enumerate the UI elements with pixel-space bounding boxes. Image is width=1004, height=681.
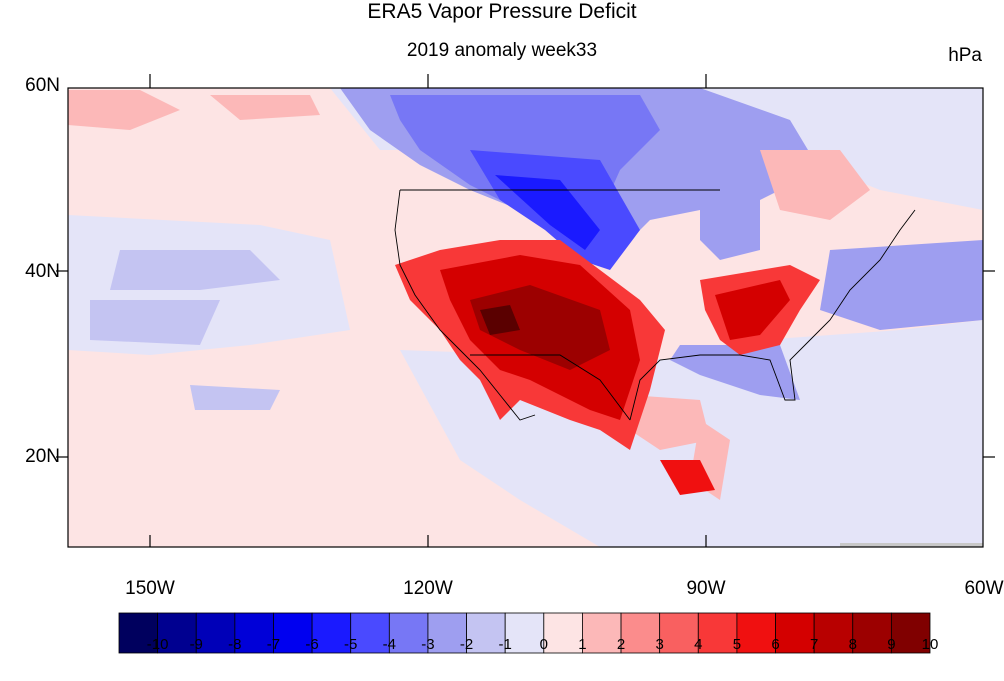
us-mexico-border [470,354,631,421]
colorbar-tick-label: -8 [228,636,242,653]
colorbar-tick-label: -6 [305,636,319,653]
colorbar-tick-label: -10 [146,636,169,653]
lat-label-40n: 40N [25,261,60,282]
pacific-coastline [394,189,536,421]
colorbar-swatch [234,612,274,654]
units-label: hPa [948,45,982,66]
colorbar-swatch [890,612,931,654]
lat-label-60n: 60N [25,75,60,96]
anomaly-field [68,88,983,547]
colorbar-tick-label: -3 [421,636,435,653]
colorbar-tick-label: -9 [189,636,203,653]
region-alaska-red [68,90,180,130]
region-arizona-peak [480,305,520,335]
region-quebec-red [760,150,870,220]
colorbar-tick-label: -1 [498,636,512,653]
colorbar-swatch [736,612,776,654]
colorbar-tick-label: 8 [848,636,857,653]
colorbar-swatch [582,612,622,654]
colorbar [118,612,931,654]
colorbar-tick-label: 4 [694,636,703,653]
region-atlantic-blue [820,240,983,330]
region-gulf-red [630,395,710,450]
gulf-atlantic-coastline [629,209,916,421]
colorbar-swatch [466,612,506,654]
region-pacific-blue [110,250,280,290]
colorbar-swatch [118,612,159,654]
colorbar-swatch [813,612,854,654]
colorbar-swatch [543,612,583,654]
axis-ticks [56,74,995,547]
plot-title: ERA5 Vapor Pressure Deficit [367,0,637,23]
colorbar-swatch [388,612,429,654]
colorbar-swatch [620,612,661,654]
colorbar-tick-label: 2 [616,636,626,653]
missing-data-strip [840,543,983,547]
lon-label-90w: 90W [686,578,726,599]
colorbar-tick-label: 0 [539,636,548,653]
colorbar-tick-label: 1 [578,636,587,653]
region-pacific-blue-2 [90,300,220,345]
lon-label-150w: 150W [125,578,175,599]
region-tennessee-strong-red [715,280,790,340]
colorbar-swatch [273,612,313,654]
region-pacific-blue-3 [190,385,280,410]
colorbar-swatch [157,612,197,654]
colorbar-tick-label: -4 [382,636,396,653]
colorbar-swatch [659,612,699,654]
colorbar-swatch [427,612,467,654]
colorbar-tick-label: -5 [344,636,358,653]
colorbar-swatch [311,612,352,654]
colorbar-tick-label: -7 [266,636,281,653]
colorbar-tick-label: 6 [771,636,780,653]
region-gulf-blue [670,345,800,400]
colorbar-tick-label: -2 [459,636,474,653]
region-gulf-alaska-red [210,95,320,120]
lon-label-60w: 60W [964,578,1004,599]
colorbar-swatch [504,612,545,654]
region-greatlakes-blue [700,200,760,260]
lat-label-20n: 20N [25,446,60,467]
region-yucatan-red [660,460,715,495]
colorbar-tick-label: 5 [732,636,742,653]
plot-subtitle: 2019 anomaly week33 [406,40,598,61]
colorbar-tick-label: 10 [921,636,939,653]
colorbar-swatch [775,612,815,654]
colorbar-tick-label: 9 [887,636,896,653]
colorbar-swatch [195,612,236,654]
colorbar-tick-label: 7 [809,636,819,653]
colorbar-tick-label: 3 [655,636,664,653]
lon-label-120w: 120W [403,578,453,599]
region-dakotas-strong-blue [495,175,600,250]
coastlines [394,189,916,421]
plot-frame [67,87,984,548]
colorbar-swatch [697,612,738,654]
